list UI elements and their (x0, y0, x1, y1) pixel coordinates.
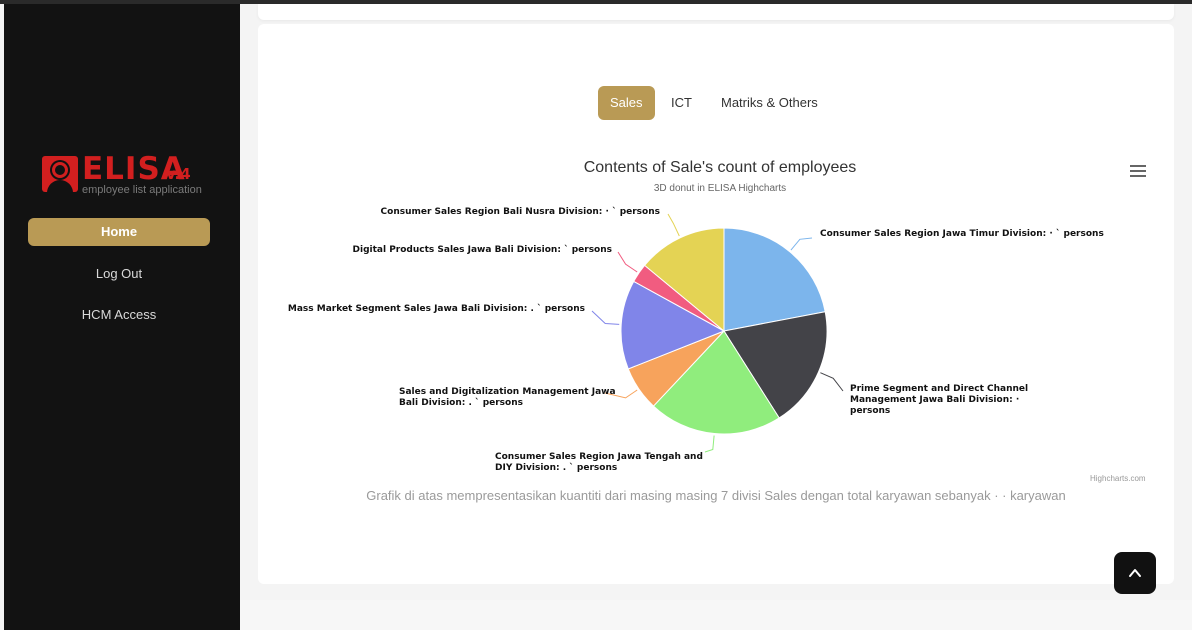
sidebar: ELISA v.4 employee list application Home… (4, 4, 240, 630)
pie-slice[interactable] (643, 227, 725, 333)
hamburger-menu-icon[interactable] (1130, 165, 1146, 179)
pie-connector (704, 435, 715, 453)
chart-subtitle: 3D donut in ELISA Highcharts (653, 183, 787, 194)
logo-subtitle: employee list application (82, 184, 202, 196)
pie-data-label: Digital Products Sales Jawa Bali Divisio… (353, 244, 612, 255)
pie-connector (820, 372, 844, 392)
pie-connector (604, 389, 638, 399)
card-top (258, 4, 1174, 20)
nav-hcm-access[interactable]: HCM Access (81, 307, 157, 322)
pie-chart: Consumer Sales Region Jawa Timur Divisio… (288, 206, 1104, 473)
nav-home[interactable]: Home (28, 218, 210, 246)
top-bar (0, 0, 1192, 4)
chart-caption: Grafik di atas mempresentasikan kuantiti… (366, 488, 1066, 503)
chart-title: Contents of Sale's count of employees (583, 159, 857, 176)
user-avatar-icon (42, 156, 78, 192)
pie-data-label: Mass Market Segment Sales Jawa Bali Divi… (288, 303, 585, 314)
pie-slice[interactable] (723, 311, 828, 419)
elisa-logo[interactable]: ELISA v.4 employee list application (42, 153, 212, 199)
pie-connector (617, 251, 638, 273)
chevron-up-icon (1129, 569, 1141, 577)
pie-slice[interactable] (652, 330, 780, 435)
pie-connector (591, 310, 620, 325)
pie-connector (790, 237, 813, 251)
nav-log-out[interactable]: Log Out (95, 266, 143, 281)
highcharts-credits[interactable]: Highcharts.com (1090, 474, 1146, 483)
pie-data-label: Consumer Sales Region Jawa Tengah and DIY… (495, 452, 703, 473)
logo-version: v.4 (166, 165, 191, 183)
pie-slice[interactable] (620, 280, 726, 370)
pie-data-label: Sales and Digitalization Management Jawa… (399, 387, 616, 408)
logo-text: ELISA (82, 151, 186, 187)
pie-data-label: Consumer Sales Region Bali Nusra Divisio… (381, 206, 660, 217)
main-content: Sales ICT Matriks & Others Contents of S… (240, 4, 1192, 630)
pie-data-label: Consumer Sales Region Jawa Timur Divisio… (820, 228, 1104, 239)
bottom-bar (240, 600, 1192, 630)
scroll-to-top-button[interactable] (1114, 552, 1156, 594)
tab-matriks-others[interactable]: Matriks & Others (721, 95, 818, 110)
tab-sales[interactable]: Sales (598, 86, 655, 120)
pie-data-label: Prime Segment and Direct Channel Manageme… (850, 384, 1028, 416)
tab-ict[interactable]: ICT (671, 95, 692, 110)
pie-connector (667, 213, 680, 237)
pie-slice[interactable] (723, 227, 826, 332)
